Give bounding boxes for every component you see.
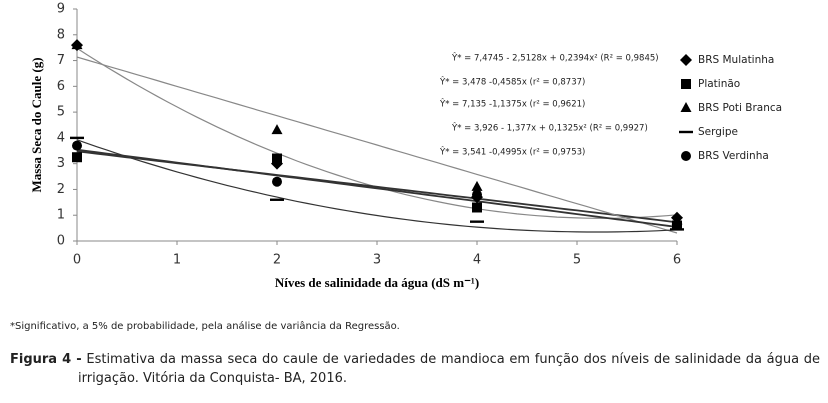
caption: Figura 4 - Estimativa da massa seca do c… <box>10 350 820 388</box>
x-tick-label: 4 <box>473 253 481 268</box>
legend-label: BRS Poti Branca <box>698 102 782 114</box>
data-point <box>272 153 282 164</box>
data-point <box>472 189 482 200</box>
data-point <box>471 180 483 191</box>
legend-label: BRS Mulatinha <box>698 54 774 66</box>
x-tick-label: 2 <box>273 253 281 268</box>
x-tick-label: 1 <box>173 253 181 268</box>
y-tick-label: 5 <box>57 105 65 120</box>
trend-equation: Ŷ* = 3,478 -0,4585x (r² = 0,8737) <box>439 76 585 88</box>
data-point <box>71 39 83 50</box>
y-tick-label: 8 <box>57 27 65 42</box>
y-axis-label: Massa Seca do Caule (g) <box>29 57 44 192</box>
y-tick-label: 6 <box>57 79 65 94</box>
data-point <box>70 136 84 140</box>
footnote: *Significativo, a 5% de probabilidade, p… <box>10 321 400 332</box>
trend-equation: Ŷ* = 7,135 -1,1375x (r² = 0,9621) <box>439 98 585 110</box>
legend-label: BRS Verdinha <box>698 150 769 162</box>
legend-marker <box>680 54 692 66</box>
legend-label: Sergipe <box>698 126 738 138</box>
legend-marker <box>681 79 691 89</box>
y-tick-label: 2 <box>57 182 65 197</box>
data-point <box>272 176 282 187</box>
data-point <box>672 220 682 231</box>
caption-text: Estimativa da massa seca do caule de var… <box>78 352 820 386</box>
data-point <box>72 152 82 163</box>
trend-line <box>76 148 678 228</box>
x-tick-label: 6 <box>673 253 681 268</box>
data-point <box>271 124 283 135</box>
x-tick-label: 3 <box>373 253 381 268</box>
y-tick-label: 3 <box>57 156 65 171</box>
legend-marker <box>679 130 693 134</box>
trend-equation: Ŷ* = 7,4745 - 2,5128x + 0,2394x² (R² = 0… <box>451 52 659 64</box>
trend-line <box>76 56 678 234</box>
x-tick-label: 0 <box>73 253 81 268</box>
data-point <box>472 202 482 213</box>
chart: Massa Seca do Caule (g) Níves de salinid… <box>29 2 782 290</box>
legend-marker <box>681 151 691 161</box>
trend-line <box>76 139 678 233</box>
data-point <box>270 198 284 201</box>
legend-label: Platinão <box>698 78 740 90</box>
trend-equation: Ŷ* = 3,541 -0,4995x (r² = 0,9753) <box>439 146 585 158</box>
x-axis-label: Níves de salinidade da água (dS m⁻¹) <box>275 275 479 290</box>
y-tick-label: 0 <box>57 234 65 249</box>
y-tick-label: 9 <box>57 2 65 17</box>
data-point <box>470 220 484 223</box>
y-tick-label: 7 <box>57 53 65 68</box>
trend-equation: Ŷ* = 3,926 - 1,377x + 0,1325x² (R² = 0,9… <box>451 122 648 134</box>
caption-label: Figura 4 - <box>10 352 82 367</box>
legend-marker <box>680 102 692 112</box>
data-point <box>72 140 82 151</box>
y-tick-label: 1 <box>57 208 65 223</box>
x-tick-label: 5 <box>573 253 581 268</box>
y-tick-label: 4 <box>57 130 65 145</box>
